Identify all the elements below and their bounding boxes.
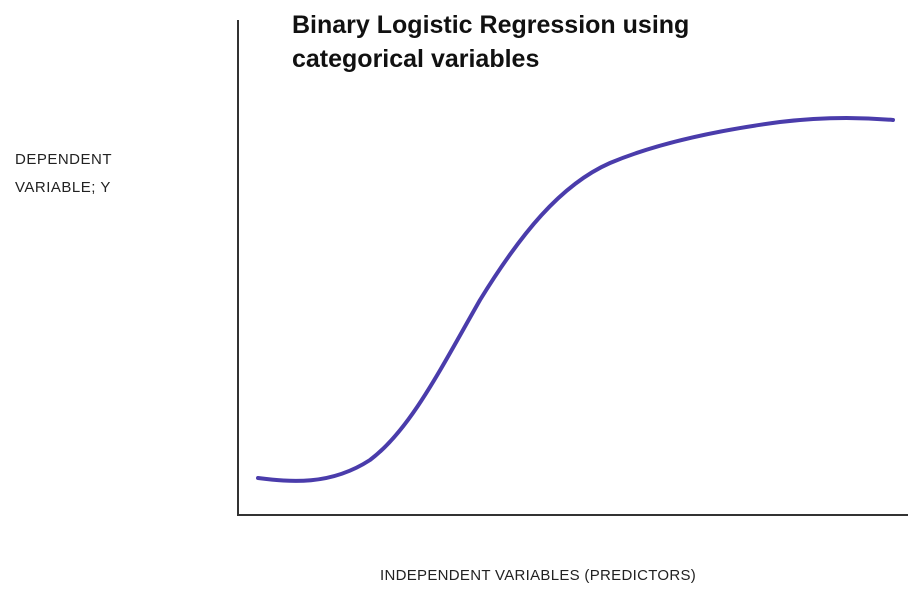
logistic-curve — [256, 116, 895, 483]
x-axis-label: INDEPENDENT VARIABLES (PREDICTORS) — [380, 567, 697, 584]
diagram-title: Binary Logistic Regression using categor… — [292, 11, 690, 73]
y-axis-label: DEPENDENT VARIABLE; Y — [15, 151, 112, 196]
